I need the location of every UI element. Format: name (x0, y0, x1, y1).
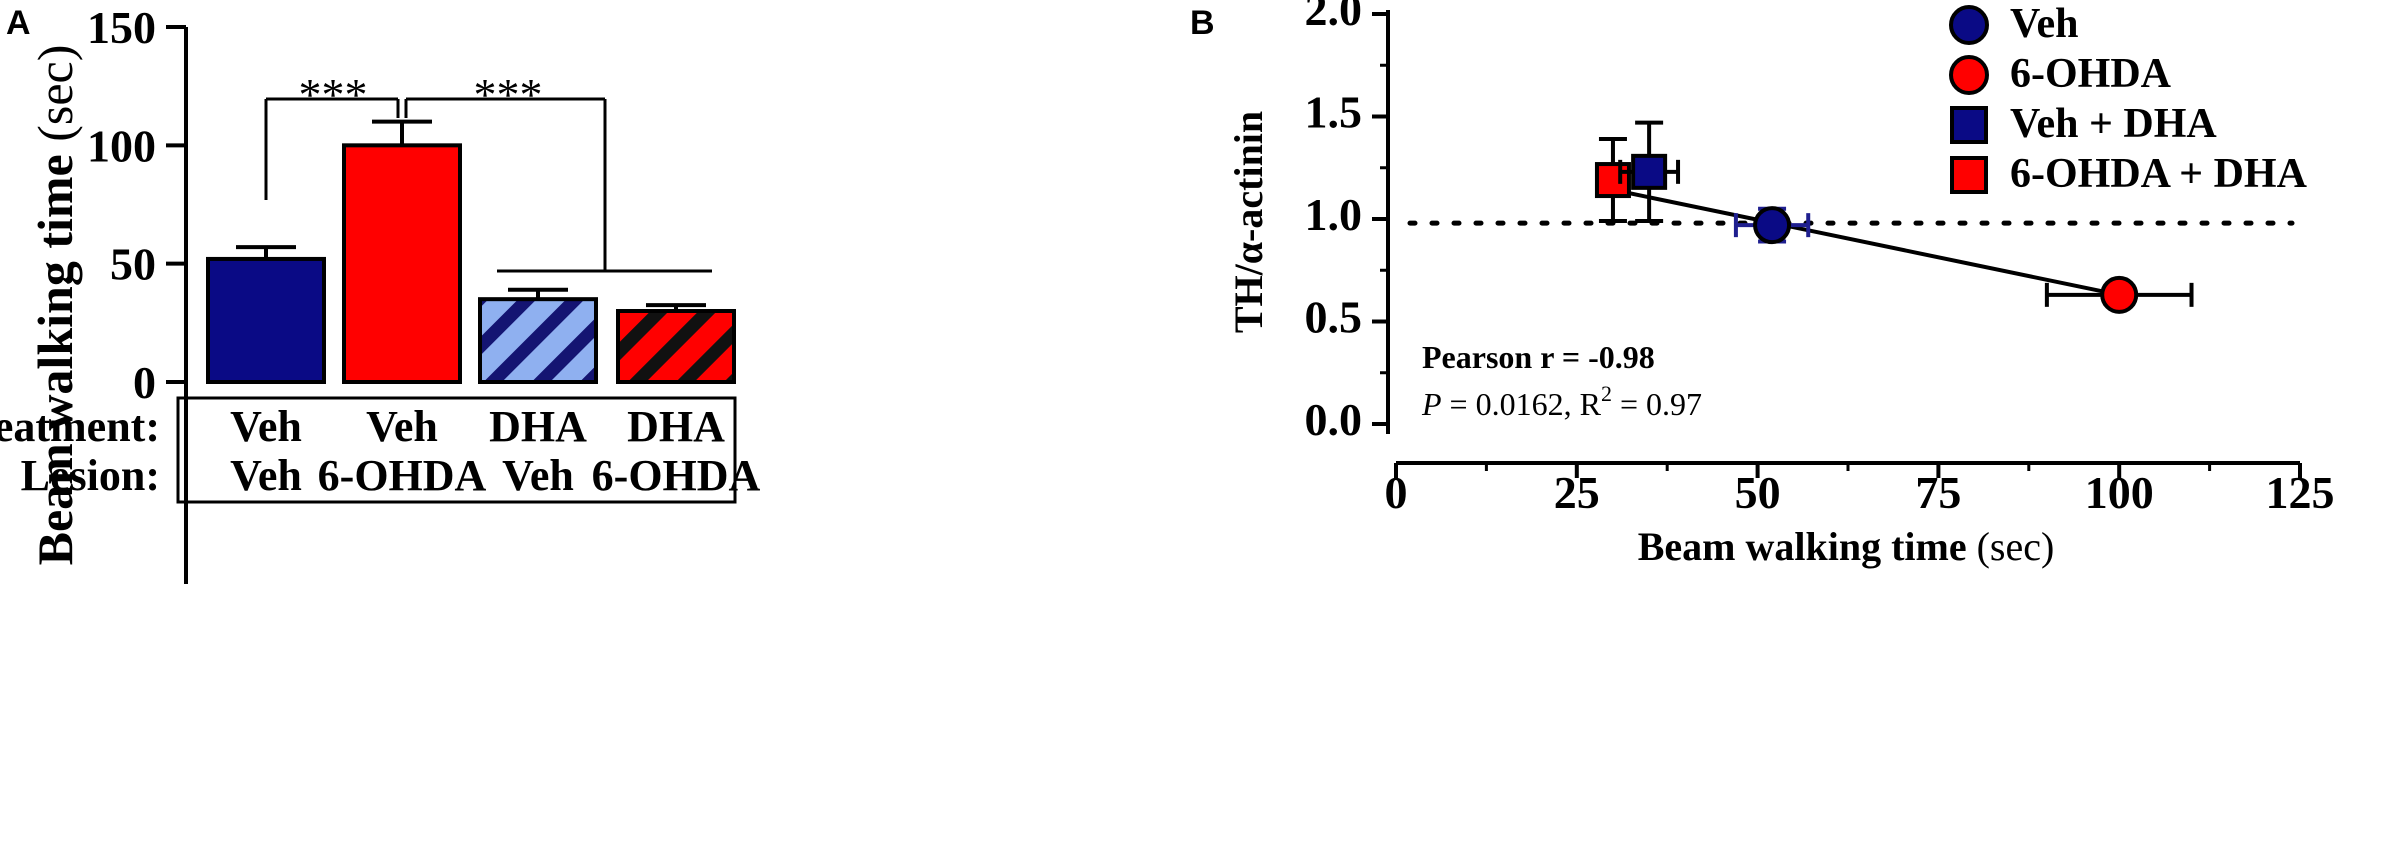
legend-label-4: 6-OHDA + DHA (2010, 151, 2308, 197)
panel-b-y-tick-label: 2.0 (1305, 0, 1363, 35)
panel-b-x-tick-label: 75 (1915, 467, 1961, 518)
legend-label-3: Veh + DHA (2010, 101, 2217, 147)
point-6-ohda (2100, 275, 2139, 314)
panel-b-x-tick-label: 25 (1554, 467, 1600, 518)
panel-b-x-label-text: Beam walking time (1638, 524, 1967, 569)
panel-a-condition-table-box (176, 396, 737, 504)
panel-a-condition-table: Treatment:Lesion:VehVehDHADHAVeh6-OHDAVe… (0, 402, 761, 500)
panel-a-y-tick-label: 100 (87, 120, 156, 171)
panel-a-letter: A (6, 4, 31, 42)
table-row-label-lesion: Lesion: (21, 451, 160, 500)
panel-b-p-text: = 0.0162, R (1442, 386, 1602, 422)
panel-b-y-tick-label: 0.0 (1305, 394, 1363, 445)
panel-b-letter: B (1190, 4, 1215, 42)
legend-marker-4 (1950, 156, 1988, 194)
panel-b-regression-line (1605, 186, 2120, 297)
bar-3 (478, 297, 598, 384)
legend-marker-3 (1950, 106, 1988, 144)
table-lesion-cell: Veh (230, 451, 302, 500)
panel-b-x-tick-label: 125 (2266, 467, 2335, 518)
panel-b-p-symbol: P (1421, 386, 1442, 422)
panel-b-x-tick-label: 50 (1735, 467, 1781, 518)
panel-b-y-tick-label: 0.5 (1305, 292, 1363, 343)
point-6-ohda-dha (1594, 162, 1631, 199)
panel-b-y-tick-label: 1.5 (1305, 87, 1363, 138)
bar-1 (206, 256, 326, 384)
panel-b-scatter-plot: B 0.0 0.5 1.0 1.5 2.0 0 25 50 75 100 125 TH/α-act… (1190, 0, 2335, 569)
bar-4 (616, 309, 736, 384)
panel-a-y-label-unit: (sec) (27, 45, 83, 142)
panel-b-y-axis-label: TH/α-actinin (1226, 111, 1271, 333)
panel-b-x-ticks: 0 25 50 75 100 125 (1385, 463, 2335, 518)
point-veh-dha (1631, 153, 1668, 190)
bar-2 (342, 143, 462, 384)
panel-b-pearson-r: Pearson r = -0.98 (1422, 339, 1655, 375)
panel-b-x-tick-label: 100 (2085, 467, 2154, 518)
significance-stars-2: *** (474, 69, 543, 120)
table-treatment-cell: Veh (230, 402, 302, 451)
panel-a-y-axis-label: Beam walking time (sec) (27, 45, 83, 566)
point-veh (1753, 206, 1792, 245)
panel-a-y-tick-label: 150 (87, 2, 156, 53)
table-treatment-cell: DHA (489, 402, 587, 451)
panel-a-significance: *** *** (264, 69, 712, 273)
significance-stars-1: *** (299, 69, 368, 120)
panel-a-y-ticks: 0 50 100 150 (87, 2, 186, 408)
table-treatment-cell: Veh (366, 402, 438, 451)
table-lesion-cell: 6-OHDA (318, 451, 487, 500)
panel-b-p-value: P = 0.0162, R2 = 0.97 (1421, 381, 1702, 422)
legend-label-2: 6-OHDA (2010, 51, 2172, 97)
table-treatment-cell: DHA (627, 402, 725, 451)
table-row-label-treatment: Treatment: (0, 402, 160, 451)
panel-b-y-ticks: 0.0 0.5 1.0 1.5 2.0 (1305, 0, 1388, 445)
table-lesion-cell: 6-OHDA (592, 451, 761, 500)
legend-marker-2 (1949, 55, 1989, 95)
panel-b-x-axis-label: Beam walking time (sec) (1638, 524, 2055, 569)
panel-a-bars (206, 119, 736, 384)
legend-label-1: Veh (2010, 1, 2078, 47)
panel-b-y-tick-label: 1.0 (1305, 189, 1363, 240)
table-lesion-cell: Veh (502, 451, 574, 500)
panel-b-x-label-unit: (sec) (1977, 524, 2055, 569)
panel-b-r-squared-value: = 0.97 (1612, 386, 1702, 422)
legend-marker-1 (1949, 5, 1989, 45)
panel-b-x-tick-label: 0 (1385, 467, 1408, 518)
panel-a-y-tick-label: 0 (133, 357, 156, 408)
panel-b-points (1594, 120, 2194, 314)
panel-a-y-label-text: Beam walking time (27, 154, 83, 565)
panel-b-r-squared-exponent: 2 (1601, 381, 1612, 406)
panel-a-y-tick-label: 50 (110, 239, 156, 290)
